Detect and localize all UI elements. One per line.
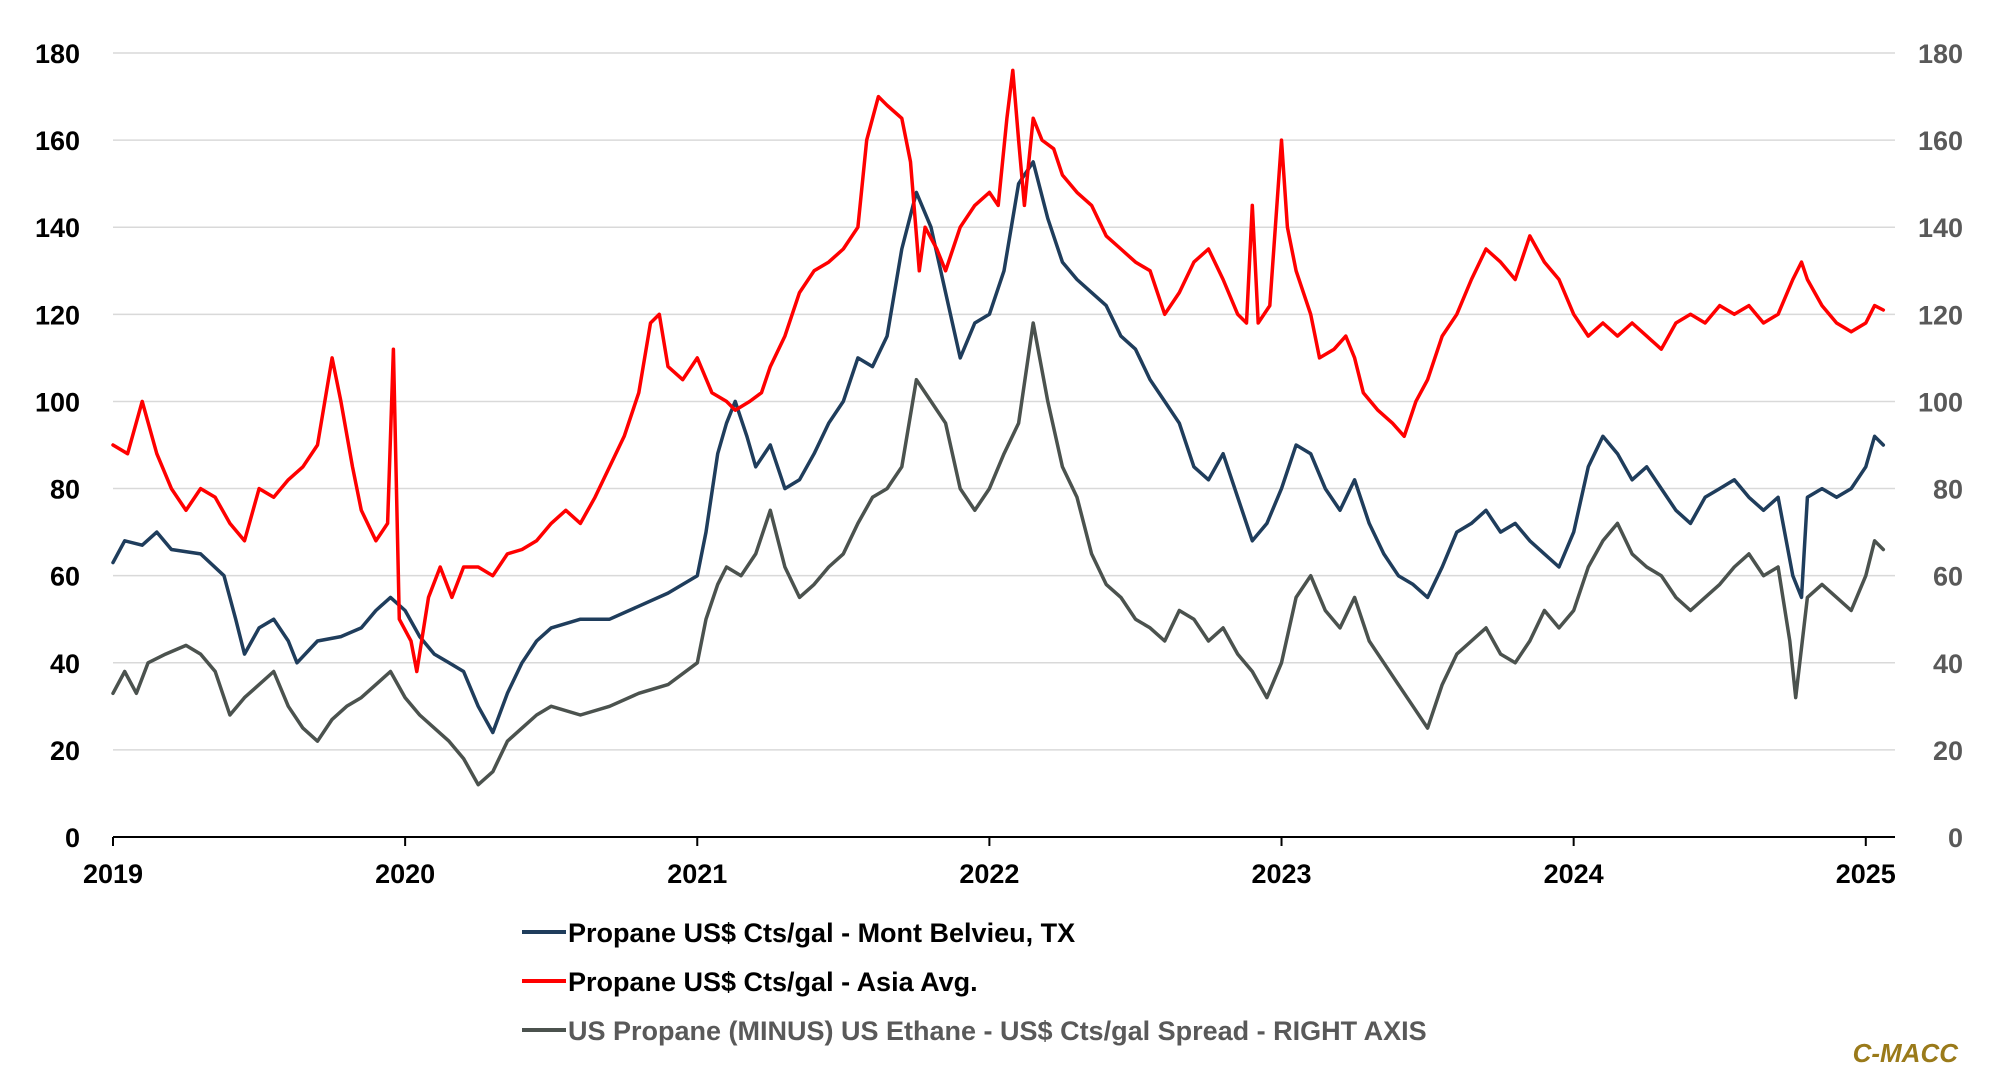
series-line-asia-avg (111, 68, 1886, 674)
y-right-tick-label-140: 140 (1918, 213, 1963, 243)
y-left-tick-label-140: 140 (35, 213, 80, 243)
gridlines (113, 52, 1895, 751)
x-tick-label-2020: 2020 (375, 859, 435, 889)
y-right-tick-label-160: 160 (1918, 126, 1963, 156)
y-left-tick-label-0: 0 (65, 823, 80, 853)
left-y-axis: 0 20 40 60 80 100 120 140 160 180 (35, 39, 80, 853)
legend-item-asia-avg: Propane US$ Cts/gal - Asia Avg. (522, 967, 978, 997)
series-line-spread (111, 321, 1886, 787)
y-right-tick-label-100: 100 (1918, 387, 1963, 417)
y-left-tick-label-160: 160 (35, 126, 80, 156)
x-tick-label-2024: 2024 (1544, 859, 1604, 889)
legend-item-spread: US Propane (MINUS) US Ethane - US$ Cts/g… (522, 1016, 1427, 1046)
y-left-tick-label-180: 180 (35, 39, 80, 69)
y-right-tick-label-0: 0 (1948, 823, 1963, 853)
series-layer (111, 68, 1886, 787)
y-left-tick-label-120: 120 (35, 300, 80, 330)
right-y-axis: 0 20 40 60 80 100 120 140 160 180 (1918, 39, 1963, 853)
legend-item-mont-belvieu: Propane US$ Cts/gal - Mont Belvieu, TX (522, 918, 1075, 948)
y-left-tick-label-20: 20 (50, 736, 80, 766)
y-right-tick-label-120: 120 (1918, 300, 1963, 330)
legend-label-mont-belvieu: Propane US$ Cts/gal - Mont Belvieu, TX (568, 918, 1075, 948)
y-left-tick-label-60: 60 (50, 562, 80, 592)
y-right-tick-label-80: 80 (1933, 475, 1963, 505)
y-right-tick-label-180: 180 (1918, 39, 1963, 69)
y-left-tick-label-100: 100 (35, 387, 80, 417)
series-line-mont-belvieu (111, 160, 1886, 735)
y-right-tick-label-60: 60 (1933, 562, 1963, 592)
y-left-tick-label-80: 80 (50, 475, 80, 505)
y-right-tick-label-20: 20 (1933, 736, 1963, 766)
x-tick-label-2023: 2023 (1251, 859, 1311, 889)
legend-label-asia-avg: Propane US$ Cts/gal - Asia Avg. (568, 967, 978, 997)
legend: Propane US$ Cts/gal - Mont Belvieu, TX P… (522, 918, 1427, 1046)
x-tick-label-2021: 2021 (667, 859, 727, 889)
y-right-tick-label-40: 40 (1933, 649, 1963, 679)
x-tick-label-2022: 2022 (959, 859, 1019, 889)
x-tick-label-2019: 2019 (83, 859, 143, 889)
x-axis-ticks: 2019 2020 2021 2022 2023 2024 2025 (83, 837, 1896, 889)
y-left-tick-label-40: 40 (50, 649, 80, 679)
x-tick-label-2025: 2025 (1836, 859, 1896, 889)
legend-label-spread: US Propane (MINUS) US Ethane - US$ Cts/g… (568, 1016, 1427, 1046)
source-label: C-MACC (1853, 1038, 1960, 1068)
